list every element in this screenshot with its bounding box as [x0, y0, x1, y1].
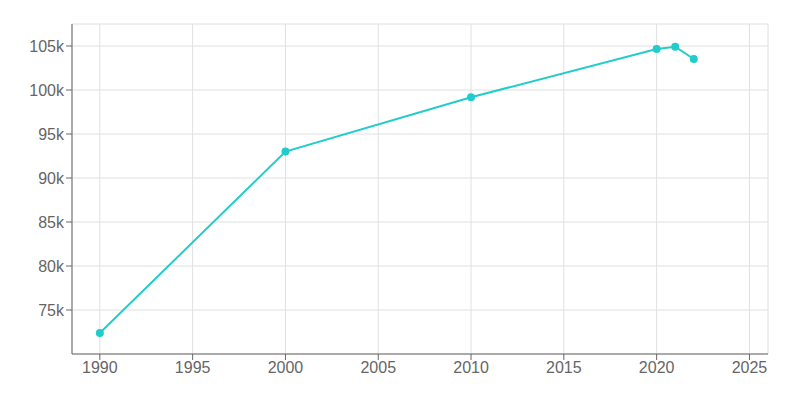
svg-text:90k: 90k [38, 170, 65, 187]
svg-text:75k: 75k [38, 302, 65, 319]
svg-text:1995: 1995 [175, 359, 211, 376]
svg-text:2005: 2005 [360, 359, 396, 376]
svg-text:1990: 1990 [82, 359, 118, 376]
svg-text:105k: 105k [29, 38, 65, 55]
svg-text:2000: 2000 [268, 359, 304, 376]
svg-text:80k: 80k [38, 258, 65, 275]
svg-text:100k: 100k [29, 82, 65, 99]
svg-text:2010: 2010 [453, 359, 489, 376]
svg-text:95k: 95k [38, 126, 65, 143]
svg-text:2020: 2020 [639, 359, 675, 376]
svg-text:85k: 85k [38, 214, 65, 231]
svg-text:2025: 2025 [732, 359, 768, 376]
svg-text:2015: 2015 [546, 359, 582, 376]
